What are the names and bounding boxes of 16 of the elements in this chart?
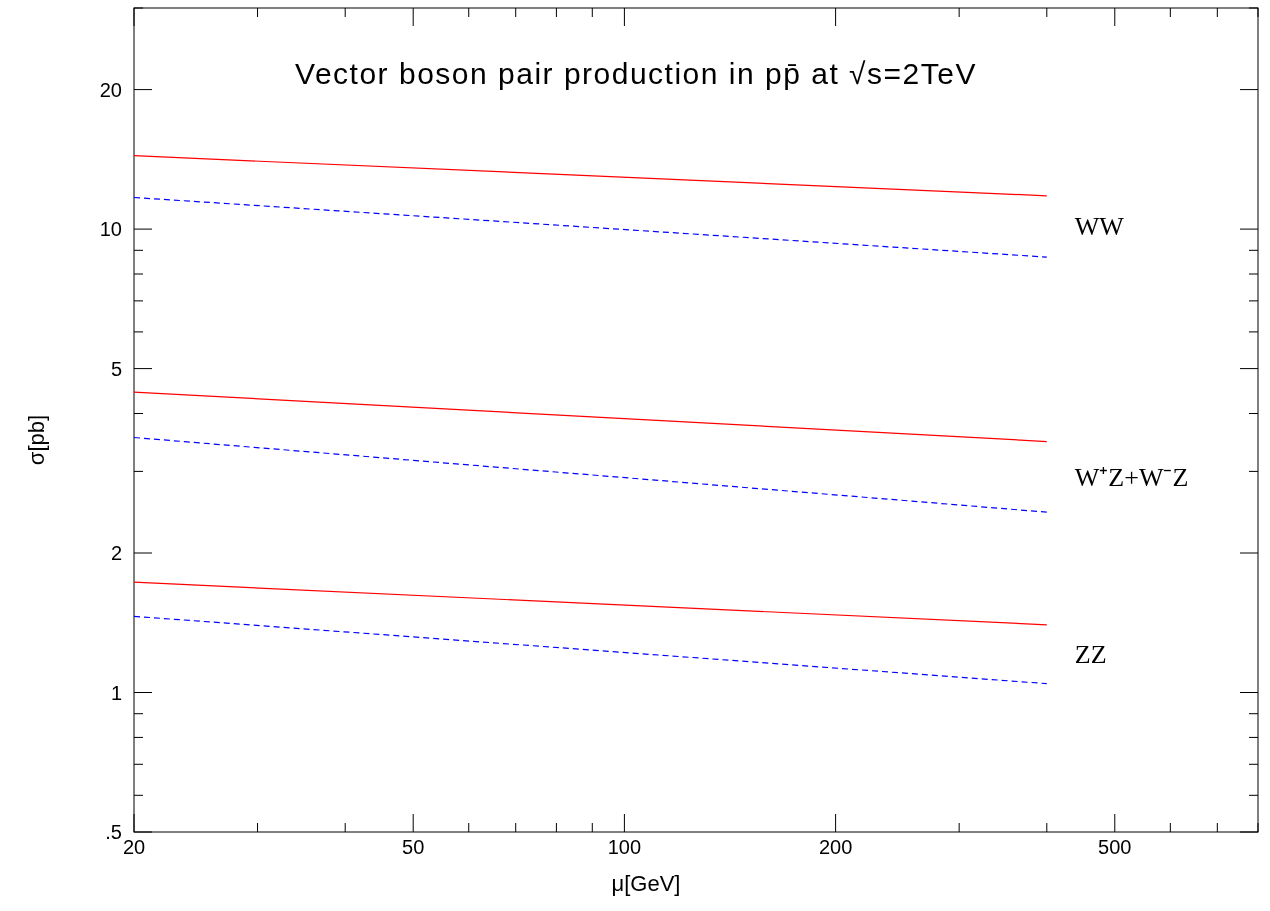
x-tick-label: 500 — [1098, 836, 1132, 858]
y-tick-label: 2 — [110, 542, 122, 564]
x-axis-title: μ[GeV] — [611, 871, 681, 896]
annotation: WW — [1074, 212, 1125, 242]
x-tick-label: 200 — [818, 836, 853, 858]
y-tick-label: 1 — [110, 681, 122, 704]
y-tick-label: 10 — [99, 218, 122, 241]
y-tick-label: .5 — [105, 821, 122, 843]
y-tick-label: 5 — [110, 357, 122, 380]
annotation: W⁺Z+W⁻Z — [1074, 462, 1189, 492]
annotation: ZZ — [1074, 640, 1107, 670]
y-axis-title: σ[pb] — [24, 414, 49, 466]
x-tick-label: 100 — [607, 836, 642, 858]
y-tick-label: 20 — [99, 78, 122, 101]
text: Vector boson pair production in pp̄ at √s=2TeV — [295, 57, 977, 90]
x-tick-label: 50 — [402, 836, 425, 858]
